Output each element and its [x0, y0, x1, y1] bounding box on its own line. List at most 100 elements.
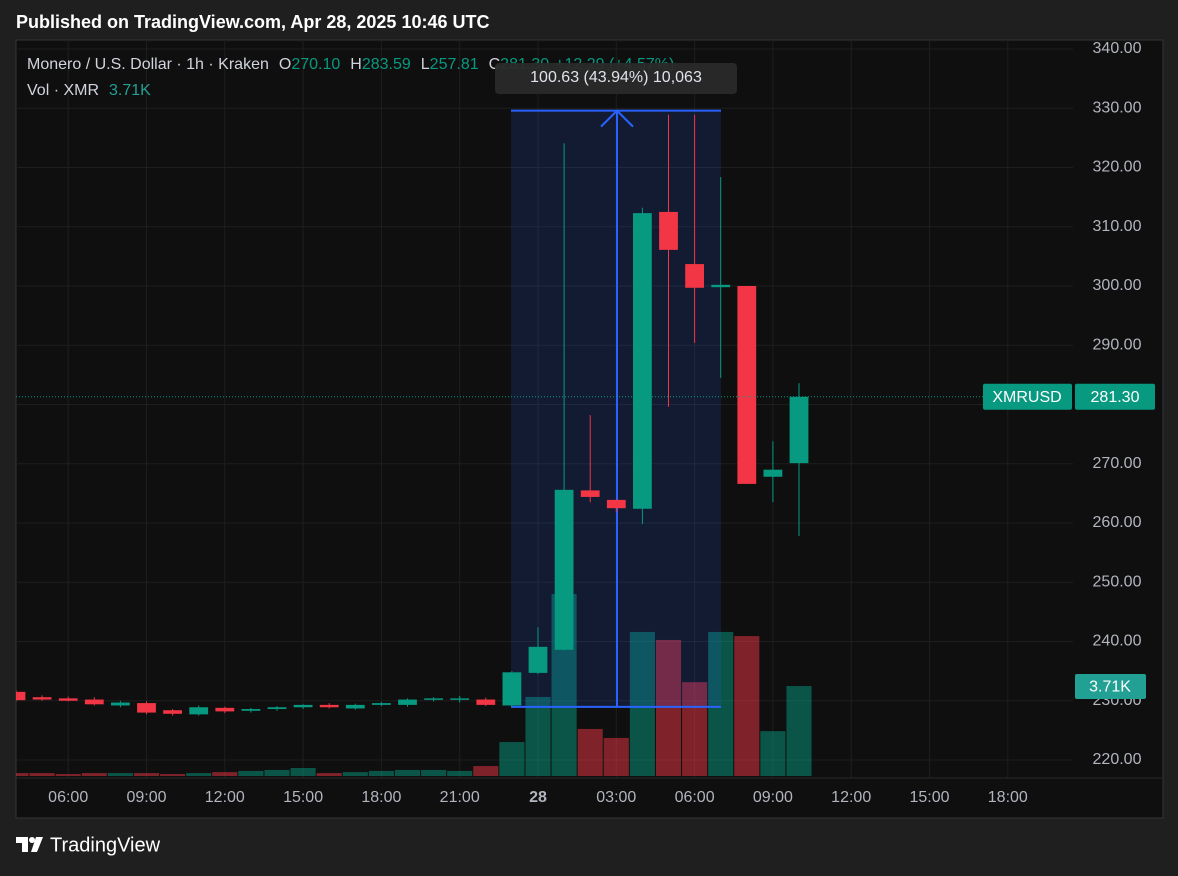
volume-bar: [682, 682, 708, 776]
y-tick-label: 330.00: [1093, 99, 1142, 116]
x-tick-label: 21:00: [440, 789, 480, 806]
axes: 220.00230.00240.00250.00260.00270.00280.…: [16, 40, 1163, 806]
candle-body: [711, 284, 731, 288]
volume-bar: [525, 696, 551, 776]
candle-body: [580, 490, 600, 497]
candle-body: [32, 697, 52, 700]
measure-label: 100.63 (43.94%) 10,063: [530, 69, 702, 86]
candle-body: [372, 703, 391, 705]
volume-bar: [212, 772, 238, 776]
volume-bar: [316, 773, 342, 776]
x-tick-label: 09:00: [126, 789, 166, 806]
logo-dot: [29, 837, 35, 843]
volume-bar: [81, 773, 107, 776]
y-tick-label: 270.00: [1093, 455, 1142, 472]
grid: [16, 40, 1073, 778]
y-tick-label: 320.00: [1093, 159, 1142, 176]
candle-body: [789, 396, 809, 464]
candle-body: [737, 286, 757, 484]
volume-bar: [394, 769, 421, 776]
ohlc-key: O: [279, 56, 291, 73]
candle-body: [319, 704, 339, 708]
volume-bar: [16, 773, 29, 776]
ohlc-key: H: [350, 56, 362, 73]
candle-body: [450, 698, 470, 700]
volume-bar: [238, 770, 264, 776]
candle-body: [163, 710, 182, 714]
candle-body: [659, 211, 678, 250]
y-tick-label: 300.00: [1093, 277, 1142, 294]
volume-bar: [55, 774, 81, 776]
volume-bar: [499, 742, 525, 776]
volume-badge: [1075, 674, 1146, 700]
volume-bar: [629, 631, 655, 776]
x-tick-label: 15:00: [909, 789, 949, 806]
volume-bar: [760, 731, 786, 776]
y-tick-label: 340.00: [1093, 40, 1142, 57]
x-tick-label: 06:00: [48, 789, 88, 806]
volume-bar: [107, 773, 133, 776]
candle-body: [241, 709, 261, 711]
legend: Monero / U.S. Dollar · 1h · Kraken O270.1…: [27, 56, 737, 99]
x-tick-label: 03:00: [596, 789, 636, 806]
candle-body: [16, 691, 26, 701]
volume-bar: [603, 737, 629, 776]
candle-body: [502, 672, 522, 706]
chart-panel: [15, 39, 1164, 819]
volume-bar: [368, 770, 394, 776]
tradingview-logo: TradingView: [16, 834, 161, 856]
candle-body: [345, 704, 365, 709]
volume-bar: [655, 639, 682, 776]
volume-value: 3.71K: [109, 82, 151, 99]
candle-body: [685, 264, 704, 288]
candle-body: [267, 707, 287, 710]
price-badge-text: 281.30: [1091, 389, 1140, 406]
measure-arrowhead: [600, 109, 634, 128]
y-tick-label: 310.00: [1093, 218, 1142, 235]
x-tick-label: 12:00: [205, 789, 245, 806]
x-tick-label: 12:00: [831, 789, 871, 806]
volume-bar: [264, 769, 290, 776]
candle-body: [189, 707, 209, 715]
volume-bar: [421, 769, 447, 776]
volume-bar: [342, 772, 368, 776]
measure-label-box: [495, 63, 737, 94]
candle-body: [84, 699, 104, 705]
symbol-badge-text: XMRUSD: [992, 389, 1061, 406]
y-tick-label: 250.00: [1093, 573, 1142, 590]
candle-body: [137, 703, 156, 713]
symbol-name: Monero / U.S. Dollar · 1h · Kraken: [27, 56, 269, 73]
logo-mark: [31, 837, 43, 852]
footer-brand: TradingView: [50, 834, 161, 856]
x-tick-label: 06:00: [675, 789, 715, 806]
candle-body: [528, 646, 548, 673]
x-tick-label: 18:00: [988, 789, 1028, 806]
ohlc-value: 283.59: [362, 56, 411, 73]
volume-bar: [29, 773, 55, 776]
y-tick-label: 260.00: [1093, 514, 1142, 531]
candle-body: [763, 469, 783, 477]
price-badge: [1075, 383, 1155, 410]
x-tick-label: 28: [529, 789, 547, 806]
y-tick-label: 240.00: [1093, 633, 1142, 650]
candle-body: [633, 213, 652, 509]
symbol-badge: [983, 383, 1072, 410]
volume-bar: [708, 631, 734, 776]
volume-bar: [290, 767, 316, 776]
candle-body: [424, 698, 443, 700]
candle-body: [215, 707, 235, 712]
volume-bar: [133, 773, 160, 776]
y-tick-label: 220.00: [1093, 751, 1142, 768]
candle-body: [476, 699, 496, 705]
volume-label: Vol · XMR: [27, 82, 99, 99]
candle-body: [111, 702, 130, 706]
publish-header: Published on TradingView.com, Apr 28, 20…: [16, 12, 489, 32]
ohlc-key: L: [421, 56, 430, 73]
x-tick-label: 18:00: [361, 789, 401, 806]
volume-badge-text: 3.71K: [1089, 678, 1131, 695]
ohlc-value: 257.81: [430, 56, 479, 73]
volume-bar: [734, 636, 760, 776]
y-tick-label: 290.00: [1093, 336, 1142, 353]
